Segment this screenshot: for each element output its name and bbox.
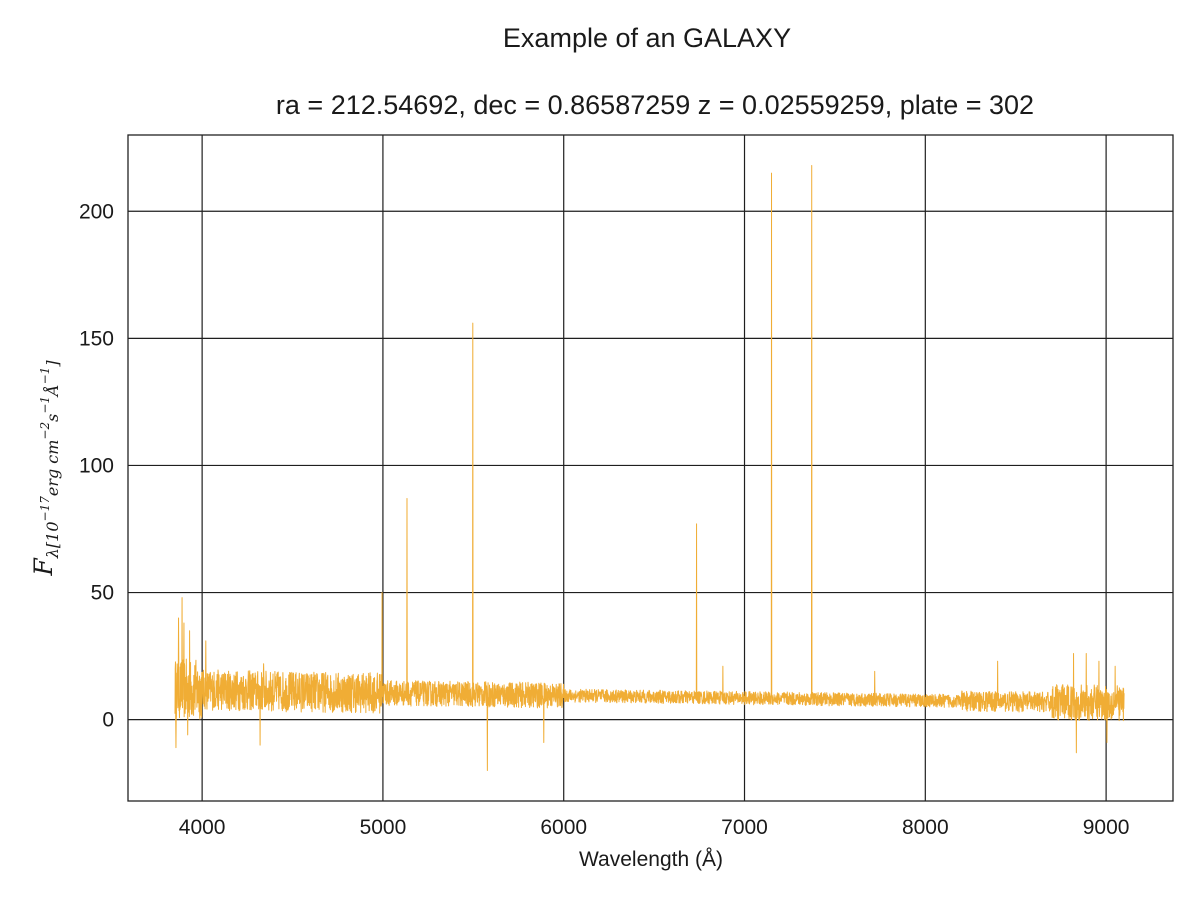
grid-lines [128, 135, 1173, 801]
y-tick-label: 200 [79, 200, 114, 223]
chart-title: Example of an GALAXY [503, 23, 791, 53]
y-tick-label: 150 [79, 327, 114, 350]
y-tick-label: 0 [102, 709, 114, 732]
x-tick-label: 6000 [540, 816, 587, 839]
y-axis-ticks: 0 50 100 150 200 [79, 200, 114, 731]
y-axis-label: Fλ[10−17erg cm−2s−1Å−1] [29, 360, 62, 577]
x-tick-label: 4000 [179, 816, 226, 839]
y-tick-label: 100 [79, 454, 114, 477]
x-tick-label: 7000 [721, 816, 768, 839]
x-tick-label: 5000 [360, 816, 407, 839]
x-axis-label: Wavelength (Å) [579, 848, 723, 871]
x-tick-label: 9000 [1083, 816, 1130, 839]
plot-frame [127, 134, 1174, 802]
chart-subtitle: ra = 212.54692, dec = 0.86587259 z = 0.0… [276, 90, 1034, 120]
x-tick-label: 8000 [902, 816, 949, 839]
series-layer [174, 165, 1125, 771]
spectrum-line [174, 165, 1125, 771]
y-tick-label: 50 [91, 582, 114, 605]
x-axis-ticks: 4000 5000 6000 7000 8000 9000 [179, 816, 1130, 839]
